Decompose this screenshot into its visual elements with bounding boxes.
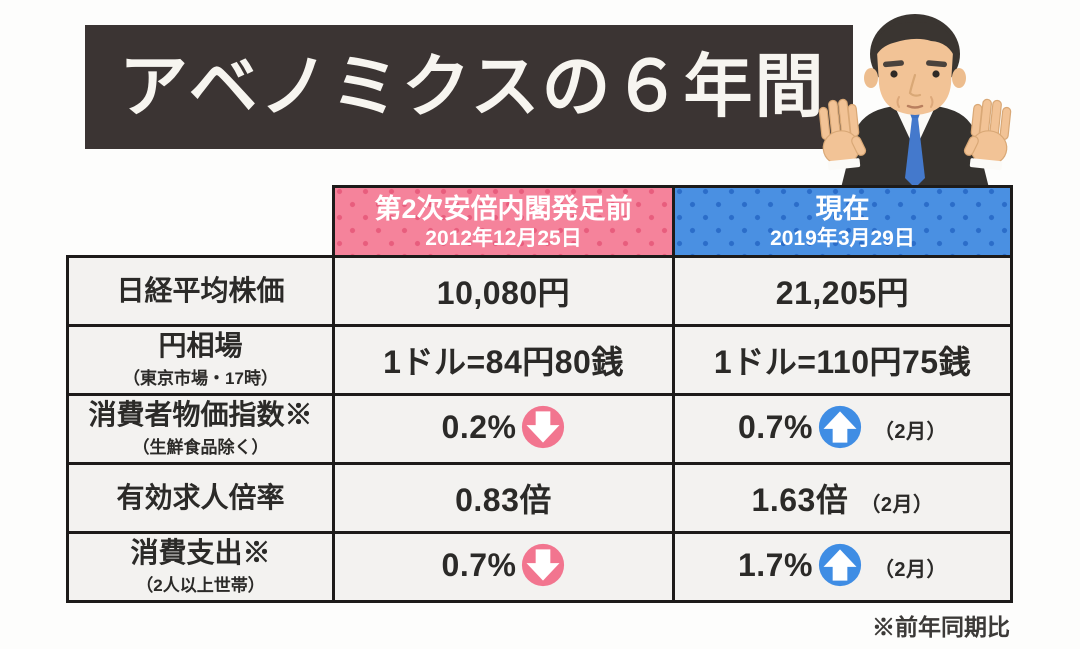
title-banner: アベノミクスの６年間	[85, 25, 853, 149]
value-text: 1.63倍	[751, 482, 849, 518]
table-row: 消費者物価指数※ （生鮮食品除く） 0.2% 0.7% （2月）	[66, 393, 1013, 465]
table-row: 有効求人倍率 0.83倍 1.63倍 （2月）	[66, 462, 1013, 534]
face	[877, 32, 953, 115]
down-arrow-icon	[522, 544, 565, 587]
value-text: 1ドル=84円80銭	[383, 344, 624, 380]
row-label: 円相場	[158, 329, 243, 361]
column-header-before: 第2次安倍内閣発足前 2012年12月25日	[332, 185, 675, 258]
row-sublabel: （東京市場・17時）	[123, 369, 278, 389]
value-cell-current: 0.7% （2月）	[672, 393, 1013, 465]
nose	[908, 73, 922, 97]
column-title-current: 現在	[815, 194, 870, 225]
value-cell-before: 0.2%	[332, 393, 675, 465]
month-note: （2月）	[873, 420, 948, 443]
month-note: （2月）	[873, 558, 948, 581]
eye-left	[890, 70, 898, 78]
comparison-table: 第2次安倍内閣発足前 2012年12月25日 現在 2019年3月29日 日経平…	[66, 185, 1013, 603]
value-cell-current: 1ドル=110円75銭	[672, 324, 1013, 396]
row-label: 消費支出※	[130, 536, 271, 568]
row-label: 日経平均株価	[116, 274, 285, 306]
eyebrow-right	[926, 60, 947, 68]
value-text: 0.2%	[441, 408, 517, 445]
row-sublabel: （生鮮食品除く）	[132, 438, 269, 458]
politician-illustration-icon	[817, 14, 1013, 188]
tie	[905, 118, 925, 188]
column-date-before: 2012年12月25日	[425, 226, 582, 250]
value-cell-before: 0.7%	[332, 531, 675, 603]
eye-right	[932, 70, 940, 78]
header-row: 第2次安倍内閣発足前 2012年12月25日 現在 2019年3月29日	[68, 185, 1013, 258]
table-row: 円相場 （東京市場・17時） 1ドル=84円80銭 1ドル=110円75銭	[66, 324, 1013, 396]
cheek-line-left	[896, 96, 900, 108]
value-cell-before: 10,080円	[332, 255, 675, 327]
value-cell-before: 0.83倍	[332, 462, 675, 534]
value-text: 1ドル=110円75銭	[713, 344, 972, 380]
hair-fringe	[873, 22, 957, 60]
column-title-before: 第2次安倍内閣発足前	[374, 194, 633, 225]
table-row: 日経平均株価 10,080円 21,205円	[66, 255, 1013, 327]
up-arrow-icon	[818, 406, 861, 449]
row-label-cell: 有効求人倍率	[66, 462, 335, 534]
value-text: 0.83倍	[455, 482, 552, 518]
corner-spacer	[68, 187, 334, 257]
value-cell-current: 1.63倍 （2月）	[672, 462, 1013, 534]
ear-right	[952, 68, 966, 88]
row-label-cell: 消費支出※ （2人以上世帯）	[66, 531, 335, 603]
row-label: 有効求人倍率	[116, 481, 285, 513]
value-text: 0.7%	[737, 408, 813, 445]
eyebrow-left	[883, 60, 904, 68]
row-label-cell: 消費者物価指数※ （生鮮食品除く）	[66, 393, 335, 465]
row-label: 消費者物価指数※	[88, 398, 313, 430]
mouth	[906, 104, 924, 109]
value-text: 21,205円	[775, 275, 910, 311]
footnote: ※前年同期比	[872, 614, 1010, 640]
cheek-line-right	[930, 96, 934, 108]
month-note: （2月）	[860, 494, 934, 516]
column-header-current: 現在 2019年3月29日	[672, 185, 1013, 258]
table-row: 消費支出※ （2人以上世帯） 0.7% 1.7% （2月）	[66, 531, 1013, 603]
up-arrow-icon	[818, 544, 861, 587]
value-cell-before: 1ドル=84円80銭	[332, 324, 675, 396]
value-cell-current: 21,205円	[672, 255, 1013, 327]
value-cell-current: 1.7% （2月）	[672, 531, 1013, 603]
down-arrow-icon	[522, 406, 565, 449]
row-sublabel: （2人以上世帯）	[136, 576, 265, 596]
ear-left	[864, 68, 878, 88]
page-title: アベノミクスの６年間	[119, 48, 826, 125]
row-label-cell: 円相場 （東京市場・17時）	[66, 324, 335, 396]
column-date-current: 2019年3月29日	[770, 226, 915, 250]
value-text: 10,080円	[436, 275, 571, 311]
value-text: 1.7%	[737, 546, 813, 583]
value-text: 0.7%	[441, 546, 517, 583]
row-label-cell: 日経平均株価	[66, 255, 335, 327]
